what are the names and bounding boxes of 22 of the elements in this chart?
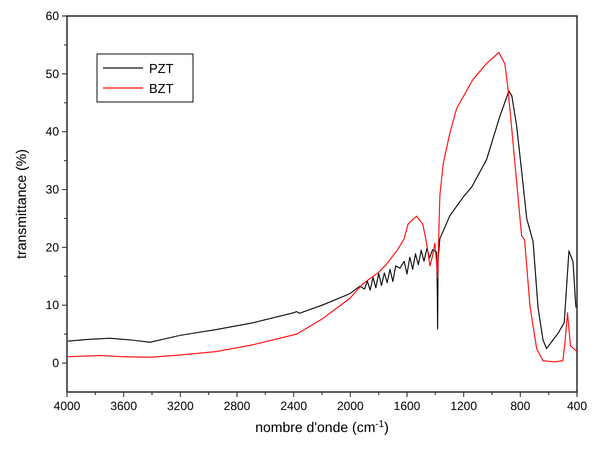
y-tick-label: 50 <box>46 66 60 81</box>
y-tick-label: 30 <box>46 182 60 197</box>
x-tick-label: 1600 <box>394 399 421 413</box>
x-axis-title: nombre d'onde (cm$^{-1}$) <box>255 418 389 435</box>
y-tick-label: 0 <box>52 356 60 370</box>
y-axis-title: transmittance (%) <box>13 149 29 259</box>
x-tick-label: 3600 <box>110 399 138 413</box>
legend-label: BZT <box>149 81 174 96</box>
x-tick-label: 2000 <box>336 399 364 413</box>
x-tick-label: 3200 <box>166 399 194 413</box>
y-tick-label: 20 <box>46 240 60 254</box>
x-tick-label: 2800 <box>224 399 251 413</box>
x-tick-label: 1200 <box>450 399 478 413</box>
legend-label: PZT <box>149 61 174 76</box>
y-tick-label: 40 <box>46 124 60 139</box>
x-tick-label: 400 <box>566 399 588 413</box>
y-tick-label: 60 <box>46 9 60 23</box>
x-tick-label: 4000 <box>54 399 81 413</box>
line-series <box>67 52 577 362</box>
x-tick-label: 800 <box>510 399 531 413</box>
x-tick-label: 2400 <box>280 399 308 413</box>
y-tick-label: 10 <box>46 298 60 312</box>
